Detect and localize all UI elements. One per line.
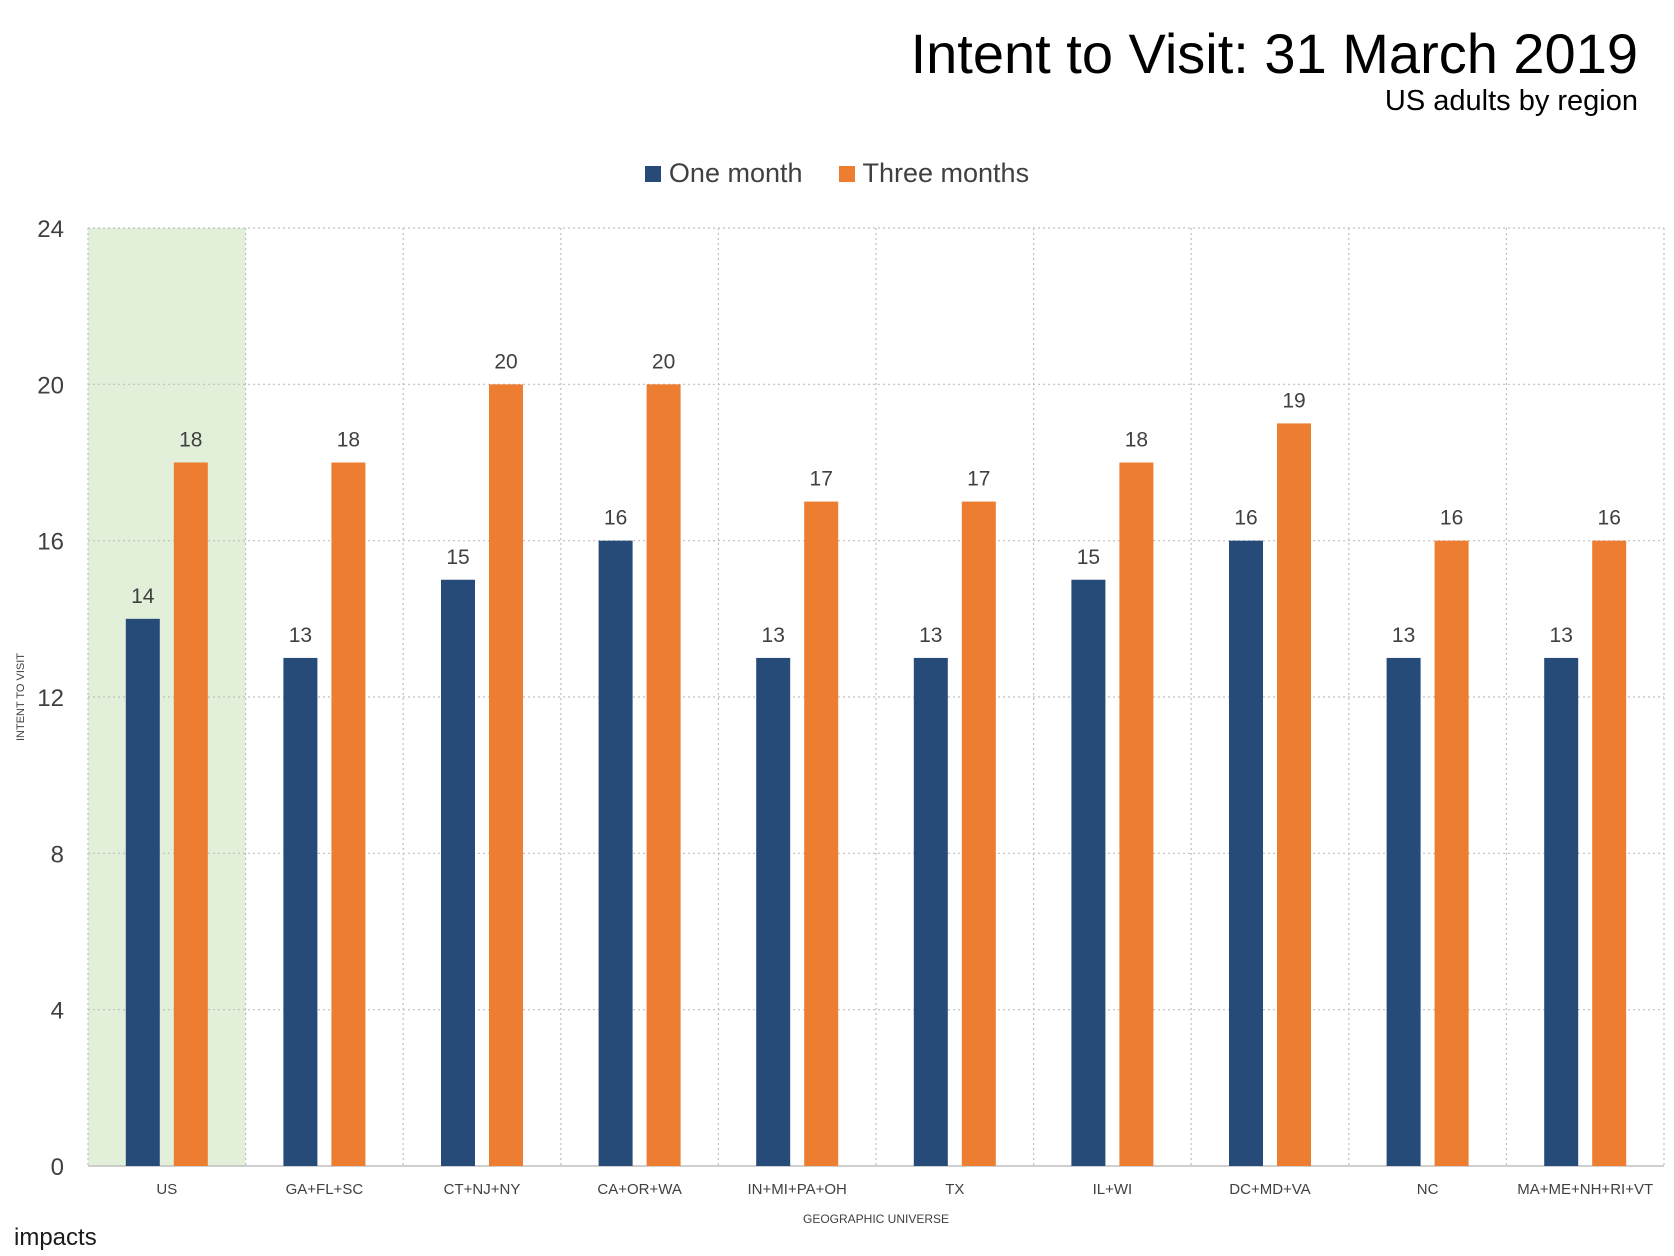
data-label: 18 <box>1125 429 1148 452</box>
highlight-band <box>88 228 246 1166</box>
y-tick-label: 8 <box>51 841 64 868</box>
x-tick-label: US <box>156 1181 177 1198</box>
data-label: 17 <box>967 468 990 491</box>
x-tick-label: IN+MI+PA+OH <box>748 1181 847 1198</box>
y-tick-label: 16 <box>37 529 64 556</box>
bar-three-months <box>331 462 366 1166</box>
chart-title: Intent to Visit: 31 March 2019 <box>910 22 1638 85</box>
bar-one-month <box>598 540 633 1166</box>
data-label: 15 <box>446 546 469 569</box>
data-label: 16 <box>604 507 627 530</box>
data-label: 16 <box>1440 507 1463 530</box>
x-tick-label: CT+NJ+NY <box>444 1181 521 1198</box>
bar-three-months <box>1277 423 1311 1167</box>
bar-one-month <box>1071 579 1106 1166</box>
x-tick-label: TX <box>945 1181 964 1198</box>
data-label: 16 <box>1598 507 1621 530</box>
legend-item-three-months: Three months <box>838 158 1030 189</box>
legend-swatch-three-months <box>838 165 855 182</box>
data-label: 20 <box>652 350 675 373</box>
x-tick-label: IL+WI <box>1093 1181 1133 1198</box>
data-label: 17 <box>810 468 833 491</box>
data-label: 19 <box>1282 389 1305 412</box>
y-tick-label: 12 <box>37 685 64 712</box>
chart-subtitle: US adults by region <box>1384 85 1638 117</box>
legend-item-one-month: One month <box>644 158 803 189</box>
x-tick-label: NC <box>1417 1181 1439 1198</box>
y-tick-label: 20 <box>37 372 64 399</box>
legend-label-three-months: Three months <box>862 158 1030 188</box>
data-label: 13 <box>1550 624 1573 647</box>
x-tick-label: MA+ME+NH+RI+VT <box>1517 1181 1653 1198</box>
bar-three-months <box>646 384 681 1166</box>
bar-one-month <box>283 657 318 1166</box>
y-tick-label: 24 <box>37 216 64 243</box>
bar-three-months <box>1119 462 1154 1166</box>
data-label: 14 <box>131 585 155 608</box>
x-tick-label: GA+FL+SC <box>286 1181 364 1198</box>
bar-three-months <box>804 501 839 1166</box>
bar-three-months <box>489 384 523 1166</box>
data-label: 13 <box>919 624 942 647</box>
bar-three-months <box>173 462 208 1166</box>
bar-one-month <box>1386 657 1421 1166</box>
x-tick-label: CA+OR+WA <box>597 1181 681 1198</box>
y-tick-label: 0 <box>51 1154 64 1181</box>
data-label: 18 <box>179 429 202 452</box>
bar-three-months <box>1592 540 1627 1166</box>
y-tick-label: 4 <box>51 998 64 1025</box>
legend-swatch-one-month <box>644 165 661 182</box>
data-label: 18 <box>337 429 360 452</box>
data-label: 13 <box>1392 624 1415 647</box>
impacts-logo: impacts <box>14 1224 97 1251</box>
y-axis-title: INTENT TO VISIT <box>15 653 27 741</box>
x-tick-label: DC+MD+VA <box>1229 1181 1310 1198</box>
bar-one-month <box>125 618 160 1166</box>
data-label: 13 <box>289 624 312 647</box>
bar-one-month <box>1544 657 1579 1166</box>
bar-one-month <box>913 657 948 1166</box>
bar-three-months <box>1434 540 1469 1166</box>
data-label: 13 <box>762 624 785 647</box>
x-axis-title: GEOGRAPHIC UNIVERSE <box>803 1212 949 1226</box>
bar-one-month <box>1229 540 1263 1166</box>
data-label: 16 <box>1234 507 1257 530</box>
chart-legend: One month Three months <box>0 158 1674 189</box>
bar-three-months <box>961 501 996 1166</box>
data-label: 15 <box>1077 546 1100 569</box>
bar-one-month <box>441 579 475 1166</box>
data-label: 20 <box>494 350 517 373</box>
legend-label-one-month: One month <box>668 158 803 188</box>
bar-one-month <box>756 657 791 1166</box>
